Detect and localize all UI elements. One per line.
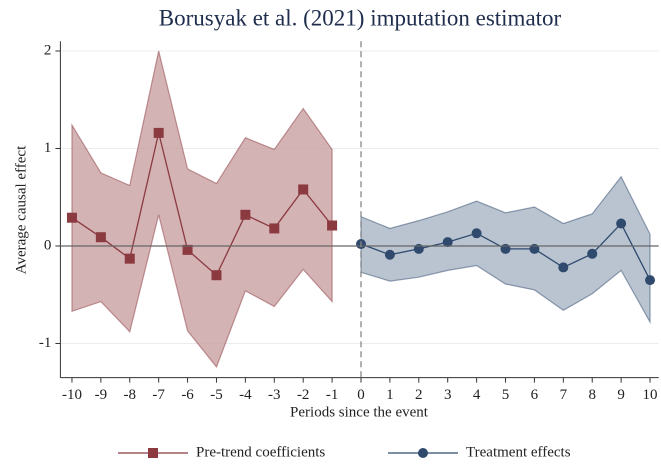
marker xyxy=(66,212,77,223)
marker xyxy=(471,228,482,239)
x-tick-label: 7 xyxy=(560,387,568,403)
x-tick-label: 2 xyxy=(415,387,423,403)
marker xyxy=(384,249,395,260)
y-tick-label: 1 xyxy=(44,140,52,156)
marker xyxy=(327,220,338,231)
x-tick-label: -4 xyxy=(239,387,252,403)
x-tick-label: 6 xyxy=(531,387,539,403)
marker xyxy=(442,237,453,248)
x-tick-label: 9 xyxy=(617,387,625,403)
x-tick-label: -8 xyxy=(124,387,137,403)
y-axis-label: Average causal effect xyxy=(13,145,29,274)
x-tick-label: -6 xyxy=(181,387,194,403)
x-tick-label: 8 xyxy=(588,387,596,403)
x-tick-label: -1 xyxy=(326,387,339,403)
x-tick-label: -7 xyxy=(152,387,165,403)
chart-title: Borusyak et al. (2021) imputation estima… xyxy=(159,5,562,30)
x-tick-label: 1 xyxy=(386,387,394,403)
marker xyxy=(298,184,309,195)
x-tick-label: 0 xyxy=(357,387,365,403)
confidence-band xyxy=(71,50,333,369)
marker xyxy=(124,253,135,264)
marker xyxy=(182,244,193,255)
x-tick-label: -5 xyxy=(210,387,223,403)
legend-marker xyxy=(148,448,158,458)
x-tick-label: -2 xyxy=(297,387,310,403)
x-tick-label: -3 xyxy=(268,387,281,403)
marker xyxy=(240,209,251,220)
marker xyxy=(616,218,627,229)
marker xyxy=(645,275,656,286)
legend-label: Pre-trend coefficients xyxy=(196,444,325,460)
y-tick-label: 2 xyxy=(44,42,52,58)
x-tick-label: 10 xyxy=(643,387,658,403)
marker xyxy=(587,248,598,259)
x-axis-label: Periods since the event xyxy=(290,404,429,420)
x-tick-label: -9 xyxy=(95,387,108,403)
x-tick-label: 4 xyxy=(473,387,481,403)
y-tick-label: -1 xyxy=(39,335,52,351)
marker xyxy=(211,270,222,281)
marker xyxy=(153,127,164,138)
legend-label: Treatment effects xyxy=(466,444,571,460)
marker xyxy=(269,223,280,234)
marker xyxy=(558,262,569,273)
series-line xyxy=(71,132,333,277)
marker xyxy=(95,232,106,243)
legend-marker xyxy=(418,448,428,458)
x-tick-label: -10 xyxy=(62,387,82,403)
x-tick-label: 3 xyxy=(444,387,452,403)
x-tick-label: 5 xyxy=(502,387,510,403)
y-tick-label: 0 xyxy=(44,237,52,253)
